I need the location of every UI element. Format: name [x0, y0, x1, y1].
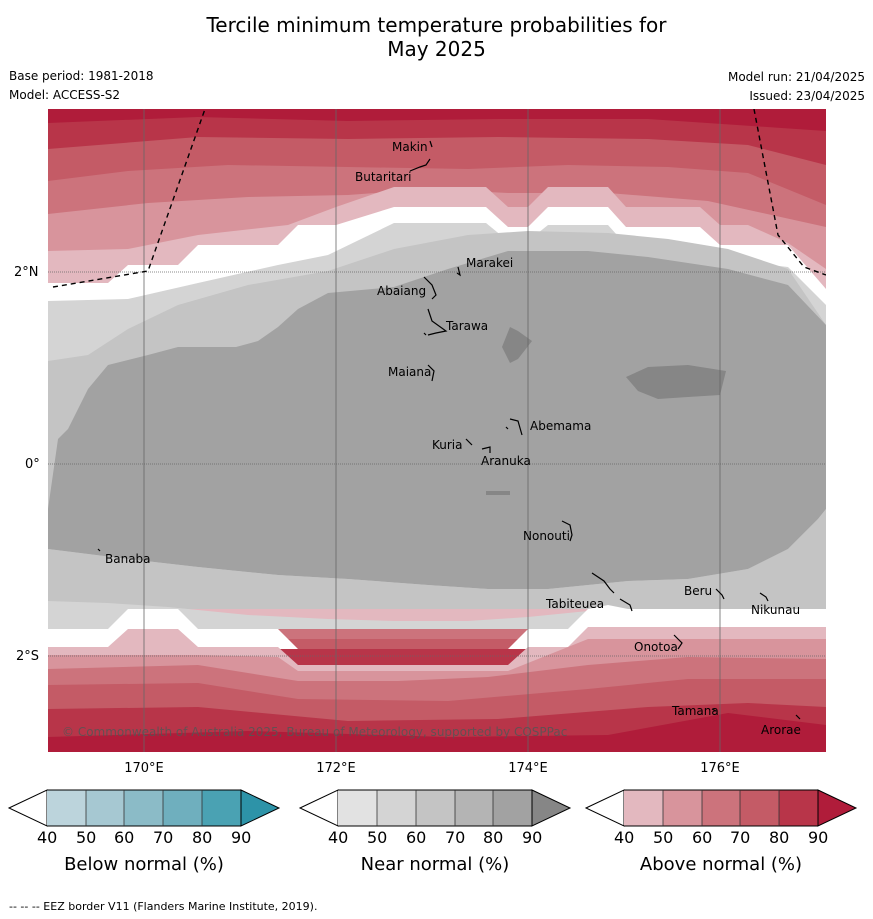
copyright-notice: © Commonwealth of Australia 2025, Bureau…: [62, 725, 567, 739]
near-normal-60-south: [48, 509, 826, 609]
near-tick-40: 40: [328, 828, 349, 847]
place-label-butaritari: Butaritari: [355, 170, 412, 184]
lon-label-174e: 174°E: [508, 761, 548, 776]
near-tick-90: 90: [522, 828, 543, 847]
below-tick-70: 70: [153, 828, 174, 847]
place-label-onotoa: Onotoa: [634, 640, 678, 654]
colorbar-near-normal: [298, 789, 572, 827]
place-label-maiana: Maiana: [388, 365, 431, 379]
below-normal-title: Below normal (%): [64, 854, 224, 875]
tabiteuea-island: [591, 572, 633, 612]
no-dominant-south-band: [48, 605, 826, 649]
model-run-label: Model run: 21/04/2025: [727, 70, 865, 84]
place-label-abaiang: Abaiang: [377, 284, 426, 298]
aranuka-island: [481, 446, 491, 453]
abaiang-island: [423, 276, 437, 300]
below-tick-50: 50: [76, 828, 97, 847]
lon-label-170e: 170°E: [124, 761, 164, 776]
place-label-abemama: Abemama: [530, 419, 591, 433]
above-tick-80: 80: [769, 828, 790, 847]
above-tick-70: 70: [730, 828, 751, 847]
place-label-nikunau: Nikunau: [751, 603, 800, 617]
eez-border-footnote: -- -- -- EEZ border V11 (Flanders Marine…: [9, 900, 318, 913]
tarawa-island: [423, 308, 448, 336]
place-label-nonouti: Nonouti: [523, 529, 570, 543]
lon-label-176e: 176°E: [700, 761, 740, 776]
place-label-marakei: Marakei: [466, 256, 513, 270]
butaritari-island: [409, 158, 431, 172]
map-title-line-2: May 2025: [387, 37, 486, 61]
lat-label-2n: 2°N: [14, 265, 39, 280]
below-tick-40: 40: [37, 828, 58, 847]
colorbars: [7, 789, 858, 827]
near-normal-90-patch-east: [626, 365, 726, 399]
lat-label-0: 0°: [25, 457, 40, 472]
island-outlines: [97, 140, 801, 720]
lat-label-2s: 2°S: [16, 649, 40, 664]
marakei-island: [456, 266, 461, 277]
above-normal-title: Above normal (%): [639, 854, 803, 875]
issued-label: Issued: 23/04/2025: [749, 89, 865, 103]
kuria-island: [465, 438, 473, 446]
below-tick-60: 60: [114, 828, 135, 847]
lon-label-172e: 172°E: [316, 761, 356, 776]
nonouti-island: [561, 520, 573, 542]
above-tick-90: 90: [808, 828, 829, 847]
place-label-beru: Beru: [684, 584, 712, 598]
makin-island: [429, 140, 433, 148]
near-tick-80: 80: [483, 828, 504, 847]
map-title-line-1: Tercile minimum temperature probabilitie…: [206, 13, 667, 37]
place-label-tabiteuea: Tabiteuea: [545, 597, 604, 611]
eez-border-east: [753, 109, 826, 276]
place-label-tamana: Tamana: [671, 704, 719, 718]
near-tick-60: 60: [406, 828, 427, 847]
place-label-kuria: Kuria: [432, 438, 463, 452]
probability-map: Makin Butaritari Marakei Abaiang Tarawa …: [48, 109, 826, 752]
near-normal-80-core: [48, 251, 826, 589]
model-label: Model: ACCESS-S2: [9, 88, 121, 102]
near-normal-title: Near normal (%): [360, 854, 510, 875]
place-label-tarawa: Tarawa: [445, 319, 488, 333]
colorbar-above-normal: [584, 789, 858, 827]
arorae-island: [795, 714, 801, 720]
below-tick-80: 80: [192, 828, 213, 847]
eez-border-west: [52, 109, 206, 288]
graticule-lat: [48, 271, 826, 657]
place-label-makin: Makin: [392, 140, 428, 154]
above-tick-50: 50: [653, 828, 674, 847]
nikunau-island: [759, 592, 769, 602]
base-period-label: Base period: 1981-2018: [9, 69, 154, 83]
above-tick-60: 60: [692, 828, 713, 847]
below-tick-90: 90: [231, 828, 252, 847]
beru-island: [715, 588, 725, 600]
onotoa-island: [673, 634, 683, 650]
place-label-arorae: Arorae: [761, 723, 801, 737]
abemama-island: [505, 418, 523, 436]
near-tick-70: 70: [445, 828, 466, 847]
above-normal-90-south: [48, 713, 826, 752]
near-normal-90-patch-west: [502, 327, 532, 363]
maiana-island: [427, 364, 435, 382]
near-tick-50: 50: [367, 828, 388, 847]
place-label-aranuka: Aranuka: [481, 454, 531, 468]
tamana-island: [711, 708, 717, 712]
graticule: [143, 109, 721, 752]
above-tick-40: 40: [614, 828, 635, 847]
near-normal-90-patch-south: [486, 491, 510, 495]
banaba-island: [97, 548, 101, 552]
place-label-banaba: Banaba: [105, 552, 151, 566]
colorbar-below-normal: [7, 789, 281, 827]
